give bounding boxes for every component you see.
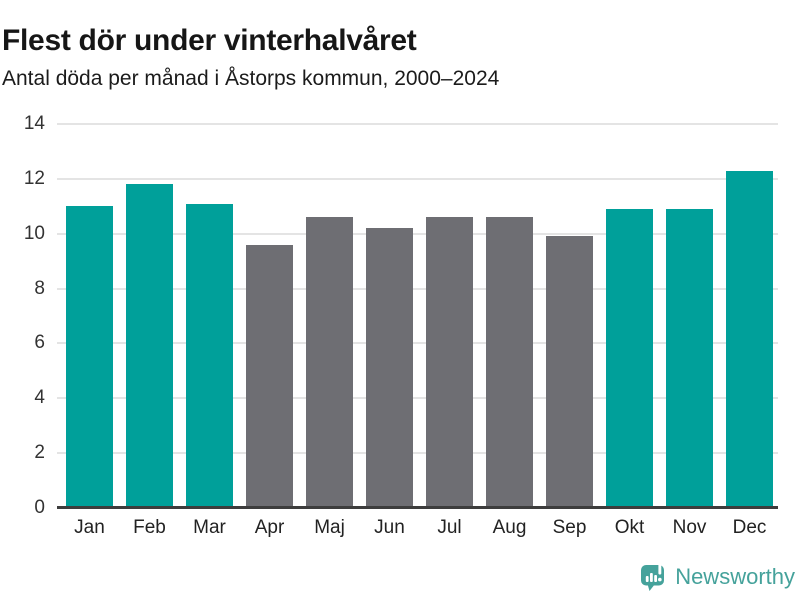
x-tick-mar: Mar xyxy=(193,517,226,538)
gridline-14 xyxy=(57,123,778,125)
gridline-12 xyxy=(57,177,778,180)
gridline-8 xyxy=(57,287,778,290)
newsworthy-logo-icon xyxy=(641,563,665,591)
gridline-6 xyxy=(57,342,778,345)
chart-title: Flest dör under vinterhalvåret xyxy=(2,24,417,58)
y-tick-4: 4 xyxy=(34,387,45,409)
x-tick-jun: Jun xyxy=(374,517,405,538)
x-axis-line xyxy=(57,506,778,509)
x-tick-jul: Jul xyxy=(437,517,462,538)
bar-sep xyxy=(546,236,593,508)
x-tick-okt: Okt xyxy=(614,517,645,538)
gridline-4 xyxy=(57,397,778,400)
chart-subtitle: Antal döda per månad i Åstorps kommun, 2… xyxy=(2,67,500,90)
x-tick-nov: Nov xyxy=(672,517,707,538)
y-tick-6: 6 xyxy=(34,332,45,354)
bar-mar xyxy=(186,203,233,508)
y-tick-14: 14 xyxy=(23,113,45,134)
y-axis-labels: 0 2 4 6 8 10 12 14 xyxy=(0,113,45,518)
x-axis-labels: Jan Feb Mar Apr Maj Jun Jul Aug Sep Okt Nov Dec xyxy=(57,517,778,539)
y-tick-2: 2 xyxy=(34,442,45,464)
x-tick-dec: Dec xyxy=(732,517,767,538)
x-tick-feb: Feb xyxy=(133,517,166,538)
bar-maj xyxy=(306,217,353,508)
plot-area xyxy=(57,123,778,508)
y-tick-12: 12 xyxy=(23,167,45,189)
brand-footer: Newsworthy xyxy=(640,561,795,592)
x-tick-jan: Jan xyxy=(74,517,105,538)
gridline-10 xyxy=(57,232,778,235)
gridline-2 xyxy=(57,452,778,455)
x-tick-sep: Sep xyxy=(552,517,587,538)
bar-feb xyxy=(126,184,173,508)
x-tick-maj: Maj xyxy=(314,517,345,538)
bar-apr xyxy=(246,244,293,508)
bar-jun xyxy=(366,228,413,508)
bar-jan xyxy=(66,206,113,508)
bar-nov xyxy=(666,209,713,508)
bar-aug xyxy=(486,217,533,508)
x-tick-aug: Aug xyxy=(492,517,527,538)
y-tick-10: 10 xyxy=(23,222,45,244)
x-tick-apr: Apr xyxy=(254,517,285,538)
bar-jul xyxy=(426,217,473,508)
bar-dec xyxy=(726,170,773,508)
bar-okt xyxy=(606,209,653,508)
y-tick-8: 8 xyxy=(34,277,45,299)
y-tick-0: 0 xyxy=(34,497,45,518)
brand-name: Newsworthy xyxy=(675,563,795,589)
bars-row xyxy=(57,124,778,508)
